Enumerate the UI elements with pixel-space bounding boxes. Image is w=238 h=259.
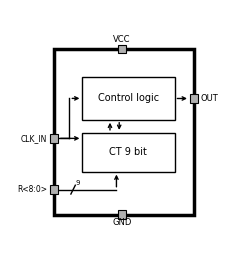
Text: CT 9 bit: CT 9 bit: [109, 147, 147, 157]
Text: VCC: VCC: [113, 35, 131, 44]
Text: R<8:0>: R<8:0>: [17, 185, 47, 194]
Bar: [50, 134, 58, 143]
Text: 9: 9: [75, 180, 80, 186]
Bar: [50, 185, 58, 194]
Text: CLK_IN: CLK_IN: [21, 134, 47, 143]
Bar: [118, 210, 126, 219]
Bar: [82, 77, 174, 120]
Text: Control logic: Control logic: [98, 93, 159, 103]
Bar: [190, 94, 198, 103]
Bar: [54, 49, 194, 214]
Bar: [82, 133, 174, 172]
Bar: [118, 45, 126, 53]
Text: GND: GND: [112, 218, 132, 227]
Text: OUT: OUT: [200, 94, 218, 103]
